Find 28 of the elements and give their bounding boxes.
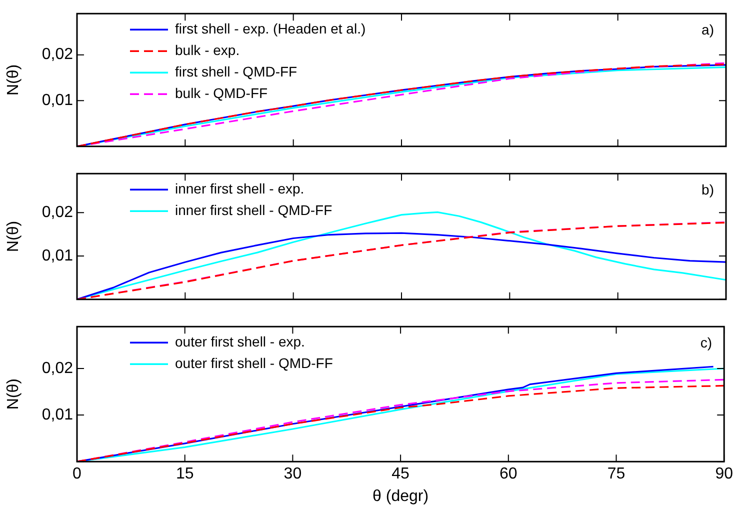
y-axis-title: N(θ)	[5, 378, 22, 410]
y-tick-label: 0,02	[42, 360, 74, 377]
annotation: c)	[700, 334, 712, 350]
legend-label: first shell - exp. (Headen et al.)	[175, 20, 366, 36]
x-tick-label: 15	[176, 466, 194, 483]
annotation: b)	[702, 181, 714, 198]
y-tick-label: 0,02	[42, 204, 74, 222]
x-tick-label: 60	[500, 466, 518, 483]
y-axis-title: N(θ)	[5, 64, 22, 96]
x-tick-label: 0	[72, 466, 82, 483]
x-tick-label: 30	[284, 466, 302, 483]
legend-label: bulk - exp.	[175, 42, 240, 58]
legend-label: first shell - QMD-FF	[175, 63, 298, 80]
annotation: a)	[702, 21, 714, 38]
x-tick-label: 90	[715, 466, 734, 483]
x-tick-label: 45	[392, 466, 410, 483]
legend-label: inner first shell - exp.	[175, 180, 304, 196]
legend-label: inner first shell - QMD-FF	[175, 202, 332, 218]
y-tick-label: 0,01	[42, 247, 74, 264]
legend-label: outer first shell - QMD-FF	[175, 354, 333, 371]
legend-label: bulk - QMD-FF	[175, 84, 268, 101]
y-tick-label: 0,01	[42, 406, 74, 424]
legend-label: outer first shell - exp.	[175, 333, 305, 350]
y-tick-label: 0,01	[42, 92, 74, 110]
y-tick-label: 0,02	[42, 46, 74, 64]
x-axis-title: θ (degr)	[372, 488, 429, 505]
y-axis-title: N(θ)	[5, 220, 22, 252]
x-tick-label: 75	[607, 466, 626, 483]
